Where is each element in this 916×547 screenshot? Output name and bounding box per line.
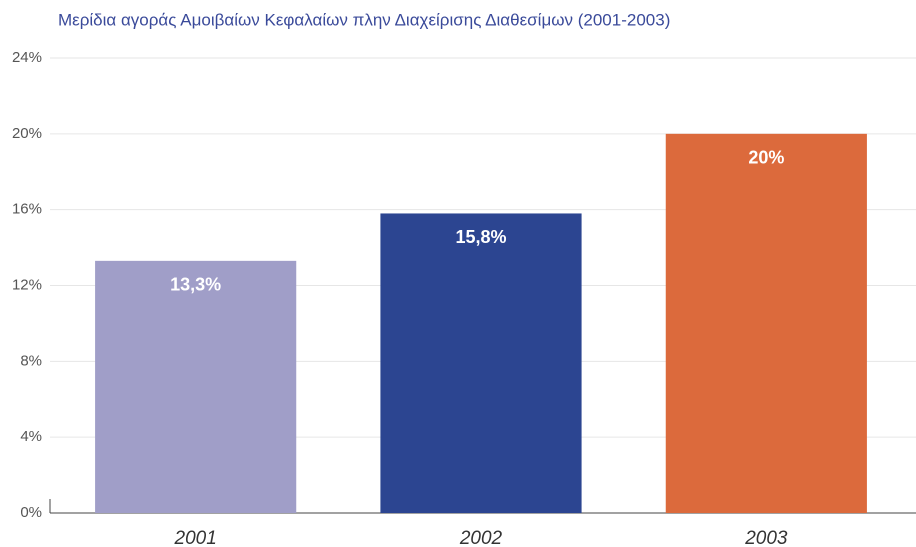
bar: [665, 133, 867, 514]
bar: [380, 213, 582, 514]
y-tick-label: 0%: [20, 504, 42, 521]
chart-title: Μερίδια αγοράς Αμοιβαίων Κεφαλαίων πλην …: [58, 10, 670, 29]
x-tick-label: 2003: [744, 528, 788, 547]
x-tick-label: 2001: [174, 528, 217, 547]
y-tick-label: 12%: [12, 276, 42, 293]
y-tick-label: 20%: [12, 125, 42, 142]
y-tick-label: 24%: [12, 49, 42, 66]
y-tick-label: 4%: [20, 428, 42, 445]
bar: [95, 260, 297, 513]
y-tick-label: 8%: [20, 352, 42, 369]
value-label: 20%: [748, 148, 784, 168]
x-tick-label: 2002: [459, 528, 503, 547]
y-tick-label: 16%: [12, 201, 42, 218]
value-label: 15,8%: [455, 227, 506, 247]
value-label: 13,3%: [170, 275, 221, 295]
